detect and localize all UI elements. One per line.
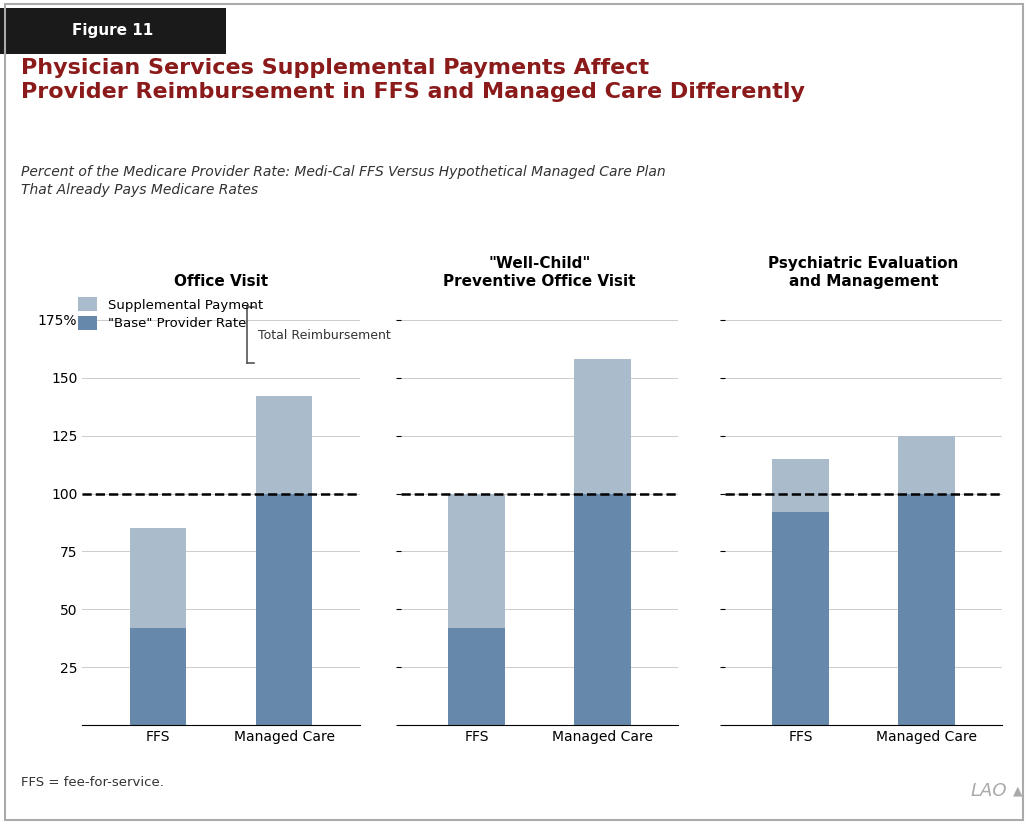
Bar (772, 512, 829, 725)
Bar (772, 459, 829, 512)
Text: FFS = fee-for-service.: FFS = fee-for-service. (21, 776, 163, 789)
Bar (575, 494, 631, 725)
Text: ▲: ▲ (1013, 784, 1023, 798)
Bar (448, 628, 505, 725)
Text: Figure 11: Figure 11 (72, 23, 154, 39)
Bar (575, 359, 631, 494)
Legend: Supplemental Payment, "Base" Provider Rate: Supplemental Payment, "Base" Provider Ra… (75, 295, 265, 333)
Title: Office Visit: Office Visit (174, 274, 268, 288)
Bar (256, 396, 313, 494)
Text: Total Reimbursement: Total Reimbursement (258, 329, 392, 342)
Title: Psychiatric Evaluation
and Management: Psychiatric Evaluation and Management (768, 256, 959, 288)
Bar (448, 494, 505, 628)
Bar (130, 528, 186, 628)
Bar (898, 494, 955, 725)
Title: "Well-Child"
Preventive Office Visit: "Well-Child" Preventive Office Visit (443, 256, 636, 288)
Bar (130, 628, 186, 725)
Bar (256, 494, 313, 725)
Text: LAO: LAO (970, 782, 1007, 800)
Text: Physician Services Supplemental Payments Affect
Provider Reimbursement in FFS an: Physician Services Supplemental Payments… (21, 58, 805, 102)
Bar (898, 436, 955, 494)
Text: Percent of the Medicare Provider Rate: Medi-Cal FFS Versus Hypothetical Managed : Percent of the Medicare Provider Rate: M… (21, 165, 665, 197)
